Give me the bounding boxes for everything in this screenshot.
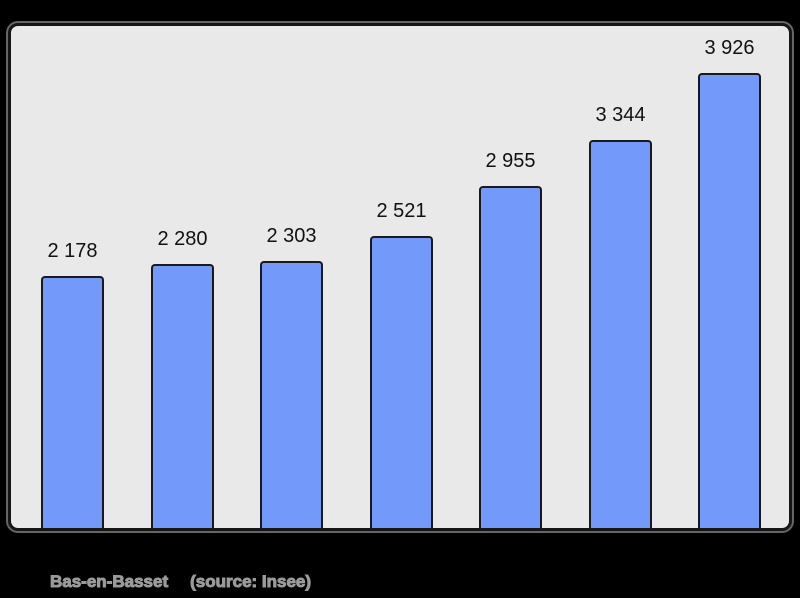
bar-value-label: 3 926 (704, 37, 755, 59)
bar-value-label: 2 280 (157, 228, 208, 250)
caption-commune-name: Bas-en-Basset (49, 572, 169, 592)
bar (260, 261, 323, 528)
caption-source: (source: Insee) (190, 572, 312, 592)
bar-value-label: 2 303 (266, 225, 317, 247)
bar (151, 264, 214, 528)
bar (589, 140, 652, 528)
bar (479, 186, 542, 528)
chart-caption: Bas-en-Basset (source: Insee) (49, 571, 312, 593)
bar (370, 236, 433, 528)
bar-value-label: 2 955 (485, 150, 536, 172)
bar (698, 73, 761, 528)
bar-value-label: 2 178 (47, 240, 98, 262)
bar-value-label: 2 521 (376, 200, 427, 222)
bar (41, 276, 104, 528)
bar-value-label: 3 344 (595, 104, 646, 126)
chart-frame: 2 178 2 280 2 303 2 521 2 955 3 344 3 926 (8, 23, 792, 531)
plot-area: 2 178 2 280 2 303 2 521 2 955 3 344 3 926 (11, 26, 789, 528)
